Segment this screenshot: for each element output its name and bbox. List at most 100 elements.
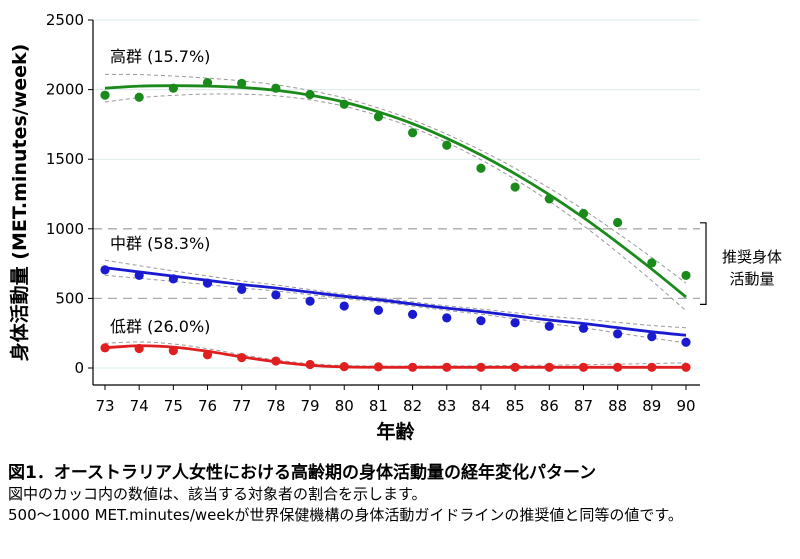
data-point <box>134 270 144 281</box>
confidence-band <box>104 73 687 284</box>
data-point <box>407 309 418 320</box>
data-point <box>613 362 623 372</box>
confidence-band <box>104 259 687 329</box>
data-point <box>202 350 213 360</box>
recommended-bracket: 推奨身体活動量 <box>700 222 782 305</box>
x-tick-label: 86 <box>540 397 559 415</box>
x-tick-label: 84 <box>471 397 490 415</box>
fit-line <box>104 84 687 299</box>
data-point <box>202 278 213 288</box>
data-point <box>305 89 315 100</box>
recommended-label: 推奨身体活動量 <box>722 248 782 288</box>
y-tick-label: 500 <box>55 289 84 307</box>
gridlines <box>93 19 700 369</box>
x-tick-label: 76 <box>198 397 217 415</box>
data-point <box>442 362 452 372</box>
x-tick-label: 85 <box>506 397 525 415</box>
data-point <box>442 140 452 150</box>
data-point <box>510 362 520 372</box>
data-point <box>339 99 349 109</box>
data-point <box>476 316 486 326</box>
data-point <box>681 362 691 372</box>
figure-caption: 図1．オーストラリア人女性における高齢期の身体活動量の経年変化パターン 図中のカ… <box>8 462 792 526</box>
data-point <box>237 78 247 88</box>
data-point <box>134 343 144 354</box>
data-point <box>373 362 384 372</box>
data-point <box>407 362 418 372</box>
data-point <box>168 83 178 93</box>
x-tick-label: 87 <box>574 397 593 415</box>
data-point <box>442 313 452 323</box>
x-tick-label: 77 <box>232 397 251 415</box>
x-tick-label: 79 <box>301 397 320 415</box>
chart: 0 500 1000 1500 2000 2500 73 74 75 76 77 78 79 80 81 8… <box>8 11 782 443</box>
x-axis-ticks: 73 74 75 76 77 78 79 80 81 82 83 84 85 86 87 88 89 90 <box>95 385 696 415</box>
data-point <box>339 362 349 372</box>
x-tick-label: 90 <box>676 397 695 415</box>
data-point <box>647 362 657 372</box>
series-label: 高群 (15.7%) <box>110 47 210 66</box>
y-axis-ticks: 0 500 1000 1500 2000 2500 <box>46 11 93 377</box>
x-tick-label: 81 <box>369 397 388 415</box>
confidence-band <box>104 93 687 312</box>
data-point <box>100 343 110 353</box>
x-tick-label: 75 <box>164 397 183 415</box>
data-point <box>100 265 110 275</box>
x-tick-label: 88 <box>608 397 627 415</box>
reference-lines <box>93 228 700 300</box>
recommended-label-line: 推奨身体 <box>722 248 782 266</box>
x-tick-label: 83 <box>437 397 456 415</box>
data-point <box>271 290 281 300</box>
data-point <box>373 305 384 315</box>
x-tick-label: 80 <box>335 397 354 415</box>
series-label: 低群 (26.0%) <box>110 317 210 336</box>
x-tick-label: 74 <box>130 397 149 415</box>
x-tick-label: 89 <box>642 397 661 415</box>
data-point <box>168 274 178 284</box>
data-point <box>544 362 554 372</box>
data-point <box>271 356 281 366</box>
data-point <box>202 78 213 88</box>
data-point <box>373 112 384 122</box>
data-point <box>100 90 110 100</box>
series-label: 中群 (58.3%) <box>110 234 210 253</box>
data-point <box>681 337 691 347</box>
data-point <box>339 301 349 311</box>
data-point <box>578 362 589 372</box>
data-point <box>613 329 623 339</box>
data-point <box>510 182 520 192</box>
data-point <box>237 284 247 294</box>
x-axis-title: 年齢 <box>376 420 415 443</box>
recommended-label-line: 活動量 <box>729 270 774 288</box>
data-point <box>544 321 554 331</box>
data-point <box>168 346 178 356</box>
y-tick-label: 0 <box>74 359 84 377</box>
data-point <box>647 258 657 268</box>
y-tick-label: 1500 <box>46 150 84 168</box>
data-points <box>100 78 691 372</box>
series-labels: 高群 (15.7%) 中群 (58.3%) 低群 (26.0%) <box>110 47 210 336</box>
fit-line <box>104 344 686 369</box>
x-tick-label: 82 <box>403 397 422 415</box>
data-point <box>681 270 691 281</box>
data-point <box>544 194 554 204</box>
y-axis-title: 身体活動量 (MET.minutes/week) <box>8 44 31 362</box>
x-tick-label: 78 <box>266 397 285 415</box>
caption-note-1: 図中のカッコ内の数値は、該当する対象者の割合を示します。 <box>8 485 427 503</box>
data-point <box>613 217 623 228</box>
data-point <box>510 318 520 328</box>
y-tick-label: 2500 <box>46 11 84 29</box>
bracket-line <box>700 222 707 305</box>
caption-note-2: 500～1000 MET.minutes/weekが世界保健機構の身体活動ガイド… <box>8 506 683 524</box>
data-point <box>578 323 589 333</box>
data-point <box>305 296 315 306</box>
data-point <box>407 128 418 138</box>
y-tick-label: 2000 <box>46 81 84 99</box>
data-point <box>578 208 589 219</box>
caption-title: 図1．オーストラリア人女性における高齢期の身体活動量の経年変化パターン <box>8 463 597 483</box>
axes <box>92 20 700 386</box>
data-point <box>476 362 486 372</box>
data-point <box>476 163 486 173</box>
y-tick-label: 1000 <box>46 220 84 238</box>
data-point <box>134 92 144 102</box>
